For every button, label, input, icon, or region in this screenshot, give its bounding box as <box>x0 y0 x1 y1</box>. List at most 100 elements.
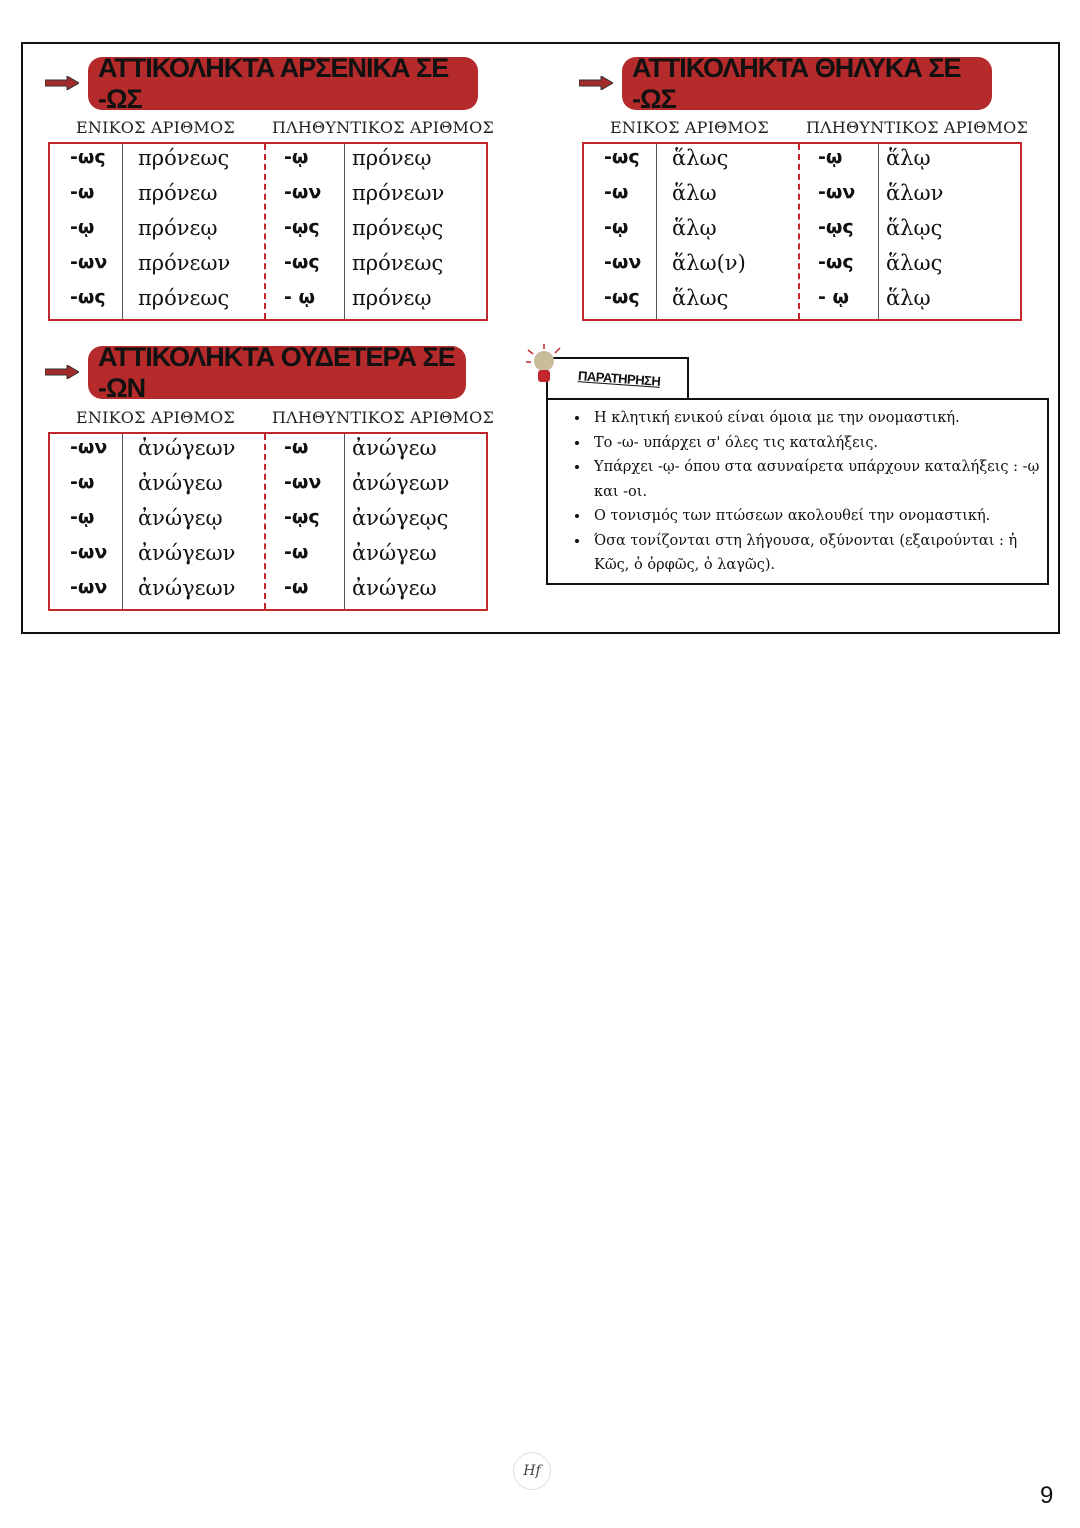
singular-form: ἀνώγεων <box>138 576 236 600</box>
singular-ending: -ῳ <box>604 216 629 238</box>
singular-ending: -ω <box>70 471 95 493</box>
title-text: ΑΤΤΙΚΟΛΗΚΤΑ ΟΥΔΕΤΕΡΑ ΣΕ -ΩΝ <box>98 341 456 403</box>
note-box: Η κλητική ενικού είναι όμοια με την ονομ… <box>546 398 1049 585</box>
plural-form: πρόνεῳ <box>352 286 432 310</box>
declension-table-neuter: -ων ἀνώγεων -ω ἀνώγεω -ω ἀνώγεω -ων ἀνώγ… <box>48 432 488 611</box>
note-title: ΠΑΡΑΤΗΡΗΣΗ <box>577 368 661 389</box>
plural-form: πρόνεῳς <box>352 216 444 240</box>
note-item: Το -ω- υπάρχει σ' όλες τις καταλήξεις. <box>590 431 1047 456</box>
plural-header: ΠΛΗΘΥΝΤΙΚΟΣ ΑΡΙΘΜΟΣ <box>272 118 494 137</box>
table-row: -ως ἅλως -ῳ ἅλῳ <box>584 144 1020 179</box>
plural-ending: -ῳ <box>284 146 309 168</box>
plural-ending: -ω <box>284 541 309 563</box>
singular-header: ΕΝΙΚΟΣ ΑΡΙΘΜΟΣ <box>610 118 769 137</box>
title-text: ΑΤΤΙΚΟΛΗΚΤΑ ΘΗΛΥΚΑ ΣΕ -ΩΣ <box>632 52 962 114</box>
singular-form: ἅλως <box>672 286 729 310</box>
arrow-icon <box>45 76 79 90</box>
plural-ending: -ῳς <box>284 216 320 238</box>
table-row: -ῳ πρόνεῳ -ῳς πρόνεῳς <box>50 214 486 249</box>
declension-table-masculine: -ως πρόνεως -ῳ πρόνεῳ -ω πρόνεω -ων πρόν… <box>48 142 488 321</box>
singular-form: ἅλω <box>672 181 717 205</box>
singular-ending: -ων <box>70 541 108 563</box>
table-row: -ως πρόνεως -ῳ πρόνεῳ <box>50 144 486 179</box>
singular-form: πρόνεως <box>138 286 230 310</box>
singular-ending: -ως <box>70 286 106 308</box>
plural-ending: -ω <box>284 436 309 458</box>
plural-form: ἀνώγεῳς <box>352 506 449 530</box>
section-title-feminine: ΑΤΤΙΚΟΛΗΚΤΑ ΘΗΛΥΚΑ ΣΕ -ΩΣ <box>622 53 992 114</box>
singular-ending: -ων <box>70 576 108 598</box>
section-title-masculine: ΑΤΤΙΚΟΛΗΚΤΑ ΑΡΣΕΝΙΚΑ ΣΕ -ΩΣ <box>88 53 478 114</box>
singular-form: πρόνεω <box>138 181 218 205</box>
plural-form: ἅλων <box>886 181 944 205</box>
plural-form: ἅλῳς <box>886 216 943 240</box>
plural-form: ἅλῳ <box>886 286 931 310</box>
plural-ending: -ῳ <box>818 146 843 168</box>
singular-ending: -ων <box>70 436 108 458</box>
plural-form: ἅλῳ <box>886 146 931 170</box>
plural-ending: -ως <box>284 251 320 273</box>
singular-form: ἅλως <box>672 146 729 170</box>
plural-form: ἀνώγεω <box>352 541 437 565</box>
section-title-neuter: ΑΤΤΙΚΟΛΗΚΤΑ ΟΥΔΕΤΕΡΑ ΣΕ -ΩΝ <box>88 342 466 403</box>
plural-header: ΠΛΗΘΥΝΤΙΚΟΣ ΑΡΙΘΜΟΣ <box>272 408 494 427</box>
lightbulb-icon <box>526 344 561 382</box>
plural-form: πρόνεως <box>352 251 444 275</box>
note-item: Ο τονισμός των πτώσεων ακολουθεί την ονο… <box>590 504 1047 529</box>
note-tab: ΠΑΡΑΤΗΡΗΣΗ <box>546 357 689 398</box>
plural-ending: - ῳ <box>284 286 316 308</box>
singular-form: πρόνεων <box>138 251 231 275</box>
declension-table-feminine: -ως ἅλως -ῳ ἅλῳ -ω ἅλω -ων ἅλων -ῳ ἅλῳ -… <box>582 142 1022 321</box>
singular-header: ΕΝΙΚΟΣ ΑΡΙΘΜΟΣ <box>76 118 235 137</box>
plural-header: ΠΛΗΘΥΝΤΙΚΟΣ ΑΡΙΘΜΟΣ <box>806 118 1028 137</box>
singular-header: ΕΝΙΚΟΣ ΑΡΙΘΜΟΣ <box>76 408 235 427</box>
logo: Hf <box>513 1452 551 1490</box>
plural-ending: -ως <box>818 251 854 273</box>
table-row: -ῳ ἅλῳ -ῳς ἅλῳς <box>584 214 1020 249</box>
plural-ending: -ων <box>284 471 322 493</box>
table-row: -ων ἀνώγεων -ω ἀνώγεω <box>50 539 486 574</box>
singular-ending: -ως <box>604 146 640 168</box>
singular-form: ἀνώγεων <box>138 541 236 565</box>
singular-ending: -ων <box>70 251 108 273</box>
plural-form: ἀνώγεω <box>352 436 437 460</box>
singular-form: πρόνεῳ <box>138 216 218 240</box>
page-frame <box>21 42 1060 634</box>
plural-ending: -ῳς <box>284 506 320 528</box>
singular-ending: -ων <box>604 251 642 273</box>
arrow-icon <box>579 76 613 90</box>
singular-ending: -ῳ <box>70 216 95 238</box>
table-row: -ων ἀνώγεων -ω ἀνώγεω <box>50 574 486 609</box>
table-row: -ων ἀνώγεων -ω ἀνώγεω <box>50 434 486 469</box>
plural-ending: -ω <box>284 576 309 598</box>
table-row: -ῳ ἀνώγεῳ -ῳς ἀνώγεῳς <box>50 504 486 539</box>
arrow-icon <box>45 365 79 379</box>
table-row: -ως ἅλως - ῳ ἅλῳ <box>584 284 1020 319</box>
table-row: -ω πρόνεω -ων πρόνεων <box>50 179 486 214</box>
table-row: -ω ἅλω -ων ἅλων <box>584 179 1020 214</box>
title-text: ΑΤΤΙΚΟΛΗΚΤΑ ΑΡΣΕΝΙΚΑ ΣΕ -ΩΣ <box>98 52 449 114</box>
plural-form: ἀνώγεω <box>352 576 437 600</box>
table-row: -ων πρόνεων -ως πρόνεως <box>50 249 486 284</box>
note-item: Υπάρχει -ῳ- όπου στα ασυναίρετα υπάρχουν… <box>590 455 1047 504</box>
table-row: -ω ἀνώγεω -ων ἀνώγεων <box>50 469 486 504</box>
plural-ending: -ῳς <box>818 216 854 238</box>
table-row: -ων ἅλω(ν) -ως ἅλως <box>584 249 1020 284</box>
singular-ending: -ως <box>604 286 640 308</box>
singular-form: ἀνώγεῳ <box>138 506 223 530</box>
plural-form: ἅλως <box>886 251 943 275</box>
singular-ending: -ως <box>70 146 106 168</box>
plural-form: ἀνώγεων <box>352 471 450 495</box>
singular-ending: -ῳ <box>70 506 95 528</box>
singular-ending: -ω <box>604 181 629 203</box>
singular-ending: -ω <box>70 181 95 203</box>
table-row: -ως πρόνεως - ῳ πρόνεῳ <box>50 284 486 319</box>
logo-text: Hf <box>523 1463 541 1479</box>
note-item: Όσα τονίζονται στη λήγουσα, οξύνονται (ε… <box>590 529 1047 578</box>
plural-ending: - ῳ <box>818 286 850 308</box>
plural-form: πρόνεων <box>352 181 445 205</box>
plural-ending: -ων <box>284 181 322 203</box>
plural-form: πρόνεῳ <box>352 146 432 170</box>
singular-form: ἀνώγεω <box>138 471 223 495</box>
page-number: 9 <box>1040 1482 1054 1509</box>
